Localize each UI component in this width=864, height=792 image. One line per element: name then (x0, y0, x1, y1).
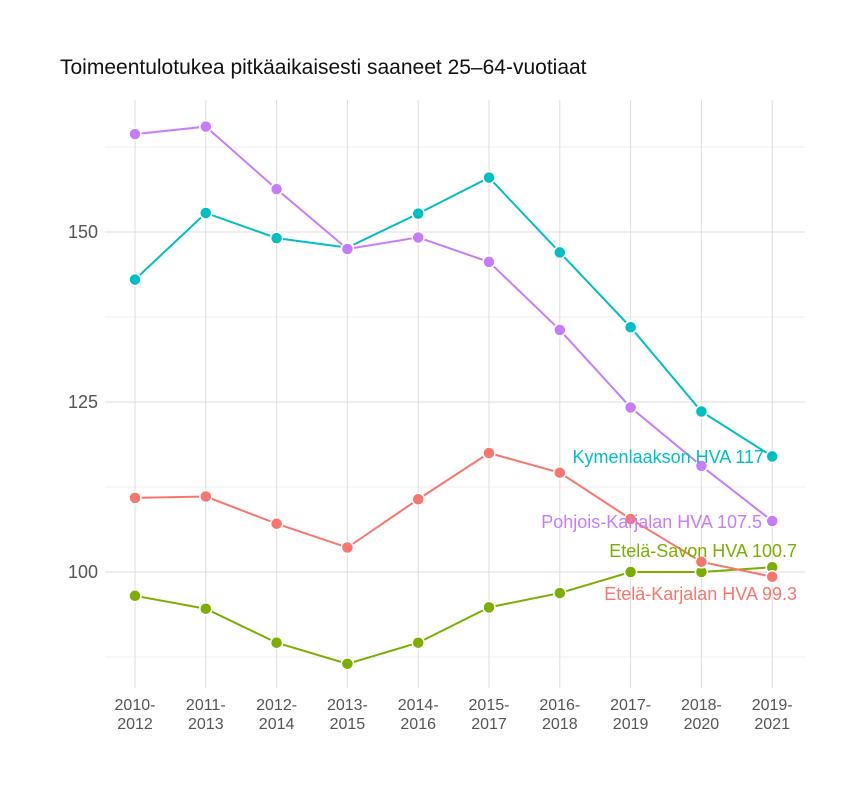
x-tick-label: 2016-2018 (539, 697, 580, 733)
x-tick-label: 2014-2016 (398, 697, 439, 733)
series-group (128, 119, 779, 671)
data-point (340, 540, 355, 555)
data-point (694, 555, 709, 569)
series-end-label: Pohjois-Karjalan HVA 107.5 (541, 512, 762, 532)
y-axis-ticks: 100 125 150 (68, 222, 98, 582)
data-point (411, 492, 425, 506)
data-point (623, 512, 638, 526)
data-point (411, 206, 425, 221)
data-point (269, 182, 284, 196)
data-point (269, 635, 284, 650)
data-point (553, 465, 567, 480)
x-tick-label: 2015-2017 (469, 697, 510, 733)
x-tick-label: 2012-2014 (256, 697, 297, 733)
data-point (482, 600, 496, 615)
data-point (340, 242, 355, 256)
series-line (134, 451, 773, 578)
y-tick-label: 150 (68, 222, 98, 242)
series-end-label: Etelä-Savon HVA 100.7 (609, 541, 797, 561)
series-line (134, 176, 773, 458)
data-point (694, 459, 709, 473)
data-point (623, 400, 638, 415)
y-tick-label: 125 (68, 392, 98, 412)
x-tick-label: 2011-2013 (186, 697, 226, 733)
grid (105, 100, 805, 688)
data-point (128, 491, 142, 505)
x-tick-label: 2013-2015 (327, 697, 368, 733)
data-point (482, 446, 496, 460)
data-point (553, 586, 567, 600)
data-point (199, 489, 213, 504)
data-point (340, 657, 355, 671)
data-point (199, 601, 213, 616)
data-point (411, 635, 425, 650)
data-point (482, 255, 496, 269)
x-tick-label: 2018-2020 (681, 697, 722, 733)
data-point (765, 514, 779, 528)
series-line (134, 566, 773, 665)
data-point (128, 127, 142, 141)
chart-title: Toimeentulotukea pitkäaikaisesti saaneet… (60, 56, 587, 79)
end-labels: Kymenlaakson HVA 117 Pohjois-Karjalan HVA… (541, 447, 797, 604)
data-point (482, 170, 496, 185)
series-end-label: Etelä-Karjalan HVA 99.3 (604, 584, 797, 604)
data-point (269, 516, 284, 531)
data-point (765, 570, 779, 584)
series-end-label: Kymenlaakson HVA 117 (573, 447, 764, 467)
series-line (134, 125, 773, 522)
data-point (623, 565, 638, 579)
data-point (269, 231, 284, 245)
data-point (411, 230, 425, 245)
data-point (199, 119, 213, 134)
data-point (553, 323, 567, 337)
y-tick-label: 100 (68, 562, 98, 582)
x-tick-label: 2010-2012 (115, 697, 156, 733)
data-point (128, 272, 142, 287)
data-point (765, 449, 779, 464)
data-point (623, 320, 638, 334)
x-tick-label: 2019-2021 (752, 697, 793, 733)
data-point (128, 589, 142, 603)
x-tick-label: 2017-2019 (610, 697, 651, 733)
x-axis-ticks: 2010-2012 2011-2013 2012-2014 2013-2015 2014… (115, 697, 793, 733)
data-point (694, 404, 709, 419)
data-point (553, 245, 567, 260)
data-point (199, 206, 213, 220)
